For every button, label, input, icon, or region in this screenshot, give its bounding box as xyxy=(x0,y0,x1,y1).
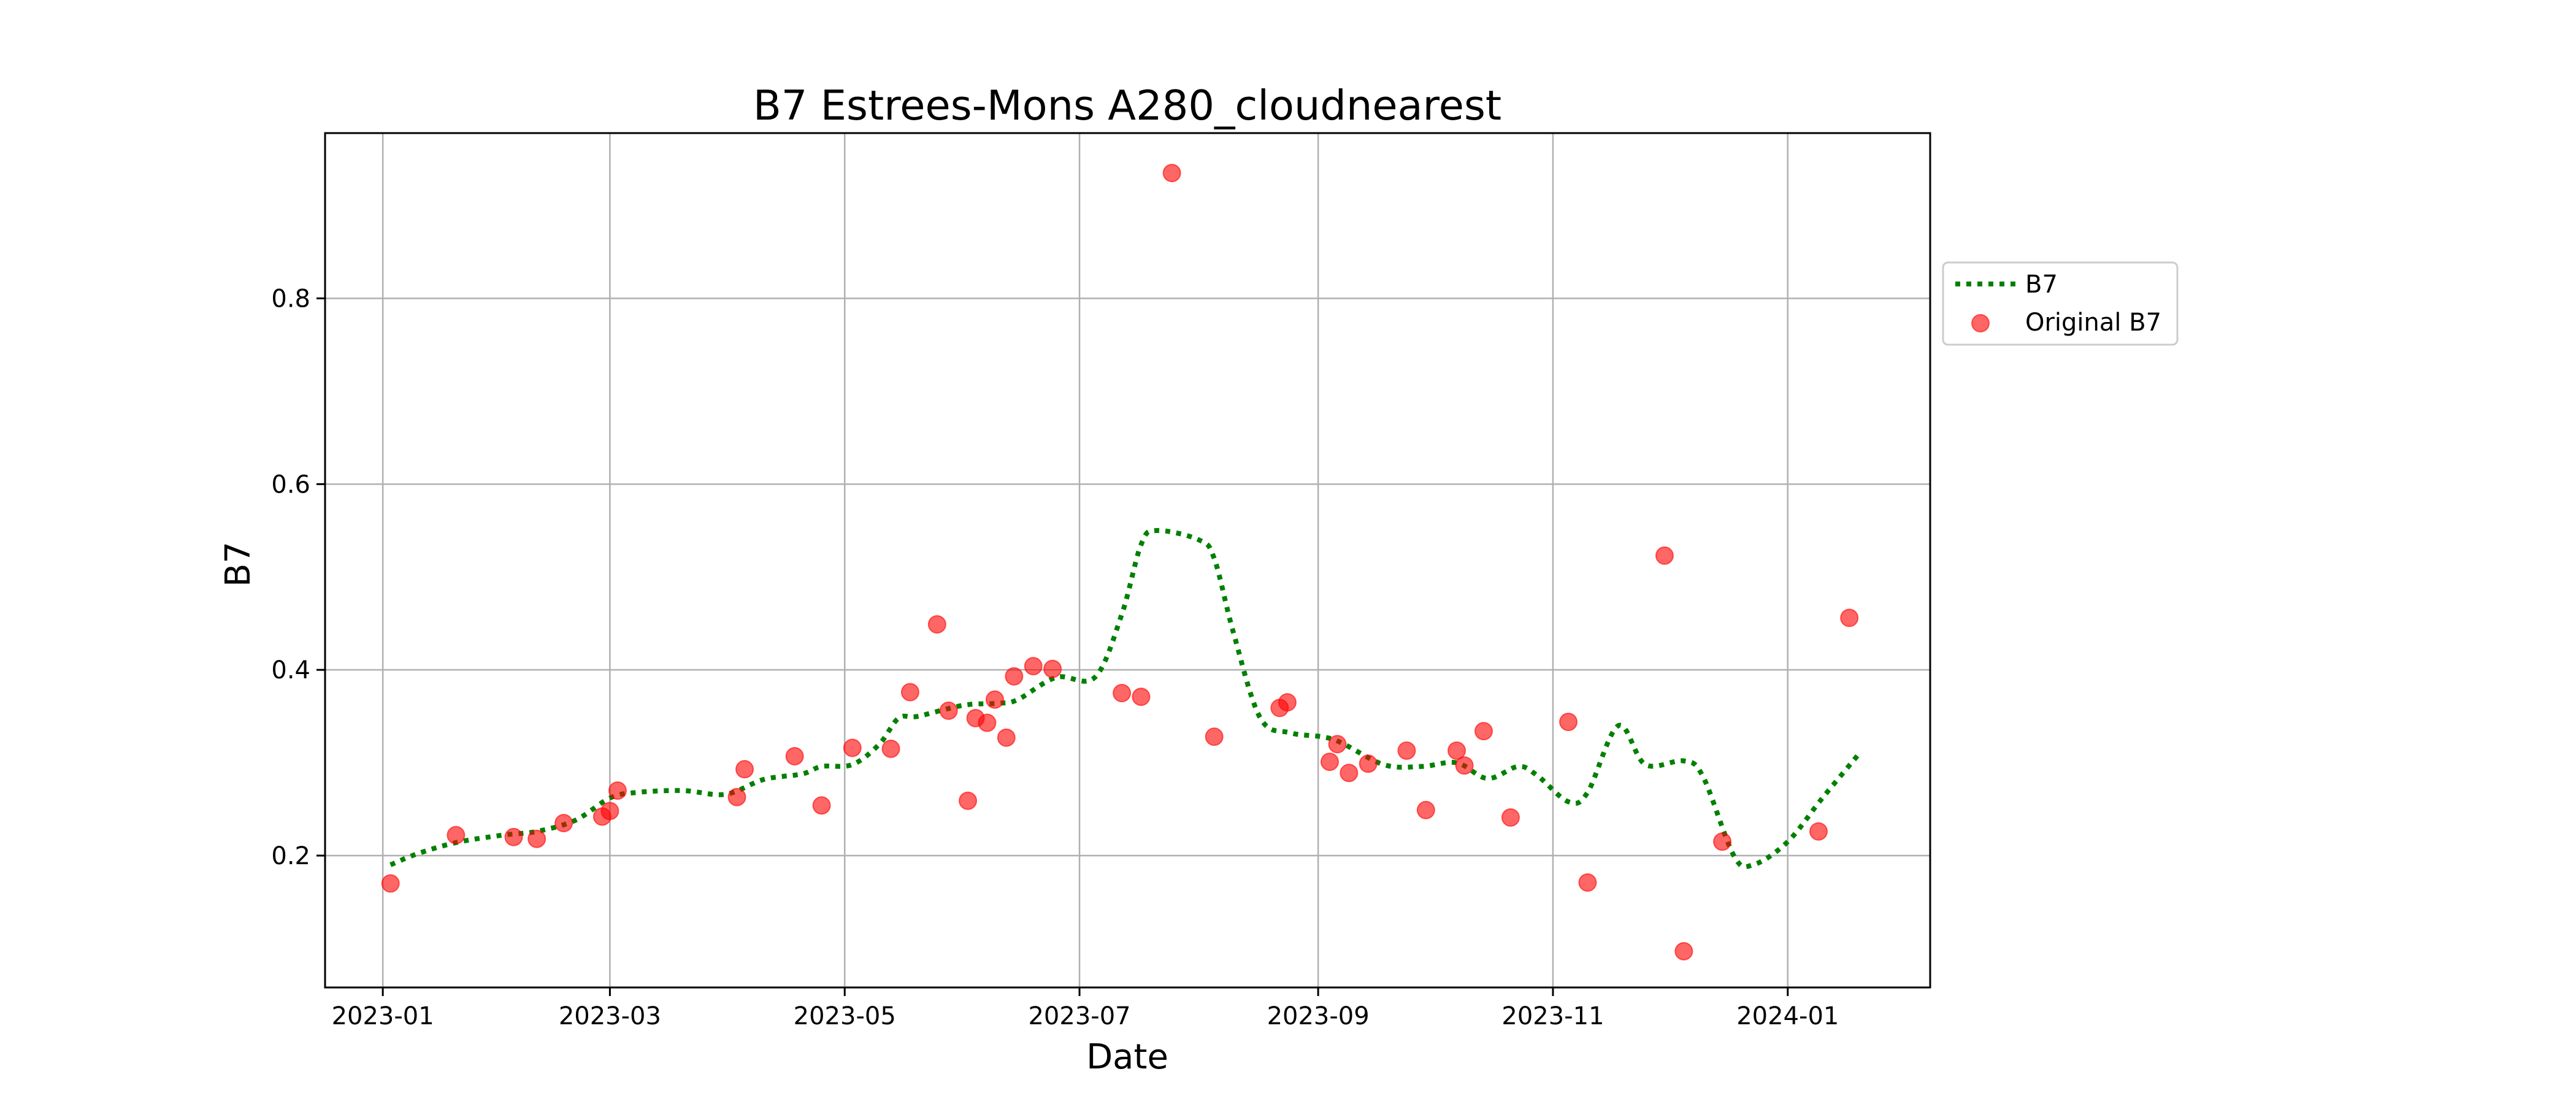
x-tick-label: 2023-11 xyxy=(1501,1002,1604,1030)
original-b7-point xyxy=(927,615,946,634)
original-b7-point xyxy=(1162,164,1181,183)
x-tick-label: 2023-05 xyxy=(794,1002,896,1030)
original-b7-point xyxy=(1113,684,1132,703)
original-b7-point xyxy=(1809,822,1828,841)
original-b7-point xyxy=(1328,735,1347,754)
series-original xyxy=(381,164,1859,960)
original-b7-point xyxy=(1474,722,1493,741)
chart-title: B7 Estrees-Mons A280_cloudnearest xyxy=(753,82,1501,129)
original-b7-point xyxy=(1278,693,1297,712)
y-tick-label: 0.8 xyxy=(271,285,310,313)
legend-label-original-b7: Original B7 xyxy=(2025,309,2161,337)
original-b7-point xyxy=(1320,753,1339,772)
original-b7-point xyxy=(1043,659,1062,678)
y-tick-label: 0.2 xyxy=(271,842,310,870)
original-b7-point xyxy=(1501,808,1520,827)
x-tick-label: 2023-03 xyxy=(559,1002,661,1030)
original-b7-point xyxy=(1674,941,1693,960)
y-tick-label: 0.6 xyxy=(271,470,310,499)
x-tick-label: 2023-01 xyxy=(332,1002,434,1030)
original-b7-point xyxy=(381,874,400,893)
original-b7-point xyxy=(600,802,619,821)
original-b7-point xyxy=(735,760,754,779)
original-b7-point xyxy=(1205,727,1224,746)
original-b7-point xyxy=(1340,764,1359,783)
original-b7-point xyxy=(1655,546,1674,565)
original-b7-point xyxy=(1447,741,1466,760)
series-smoothed xyxy=(389,527,1863,870)
original-b7-point xyxy=(881,739,900,758)
original-b7-point xyxy=(1840,608,1859,627)
original-b7-point xyxy=(447,826,466,845)
original-b7-point xyxy=(554,813,573,832)
original-b7-point xyxy=(985,690,1004,709)
original-b7-point xyxy=(1005,667,1024,686)
original-b7-point xyxy=(812,796,831,815)
original-b7-point xyxy=(1416,800,1435,819)
original-b7-point xyxy=(959,791,978,810)
legend-swatch-original-b7 xyxy=(1971,314,1990,332)
original-b7-point xyxy=(997,728,1016,747)
original-b7-point xyxy=(1713,832,1732,851)
original-b7-point xyxy=(900,683,919,702)
original-b7-point xyxy=(504,827,523,846)
original-b7-point xyxy=(608,781,627,800)
original-b7-point xyxy=(939,701,958,720)
original-b7-point xyxy=(727,788,746,807)
legend: B7 Original B7 xyxy=(1942,261,2179,346)
original-b7-point xyxy=(785,746,804,765)
b7-smoothed-line xyxy=(389,527,1863,870)
x-tick-label: 2023-09 xyxy=(1267,1002,1370,1030)
original-b7-point xyxy=(843,738,862,757)
y-tick-label: 0.4 xyxy=(271,656,310,684)
original-b7-point xyxy=(1455,756,1474,775)
original-b7-point xyxy=(978,713,997,732)
x-tick-label: 2023-07 xyxy=(1028,1002,1130,1030)
grid xyxy=(325,133,1930,987)
y-axis-title: B7 xyxy=(218,542,258,587)
original-b7-point xyxy=(1132,688,1151,707)
y-axis: 0.2 0.4 0.6 0.8 xyxy=(271,285,325,870)
plot-frame xyxy=(324,132,1931,989)
original-b7-point xyxy=(1578,873,1597,892)
x-axis-title: Date xyxy=(1086,1037,1168,1077)
original-b7-point xyxy=(1559,712,1578,731)
x-axis: 2023-01 2023-03 2023-05 2023-07 2023-09 2023-… xyxy=(332,987,1839,1030)
original-b7-point xyxy=(1359,754,1378,773)
legend-label-b7: B7 xyxy=(2025,270,2058,299)
x-tick-label: 2024-01 xyxy=(1736,1002,1839,1030)
original-b7-point xyxy=(527,829,546,848)
original-b7-point xyxy=(1397,741,1416,760)
original-b7-point xyxy=(1024,657,1043,676)
